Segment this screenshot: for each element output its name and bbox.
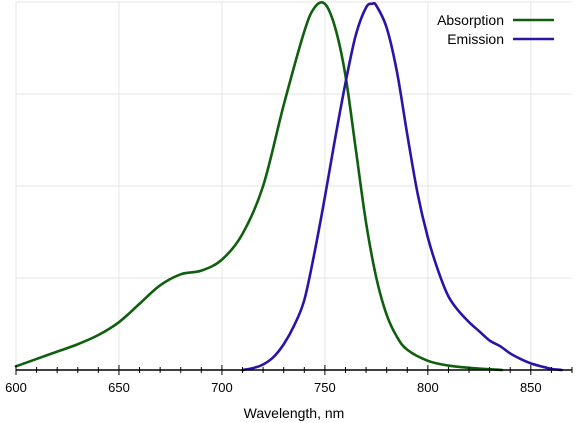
x-tick-label: 750: [314, 380, 336, 395]
legend-label-absorption: Absorption: [437, 12, 504, 28]
series-layer: [14, 1, 563, 372]
x-tick-label: 850: [520, 380, 542, 395]
legend: Absorption Emission: [437, 12, 554, 47]
legend-label-emission: Emission: [447, 31, 504, 47]
x-tick-label: 700: [211, 380, 233, 395]
x-tick-label: 650: [108, 380, 130, 395]
x-tick-label: 800: [417, 380, 439, 395]
x-tick-label: 600: [5, 380, 27, 395]
series-line-absorption: [14, 1, 504, 372]
series-line-emission: [241, 1, 563, 372]
x-axis: 600 650 700 750 800 850: [5, 365, 573, 395]
x-axis-title: Wavelength, nm: [244, 405, 345, 421]
grid: [15, 1, 572, 370]
